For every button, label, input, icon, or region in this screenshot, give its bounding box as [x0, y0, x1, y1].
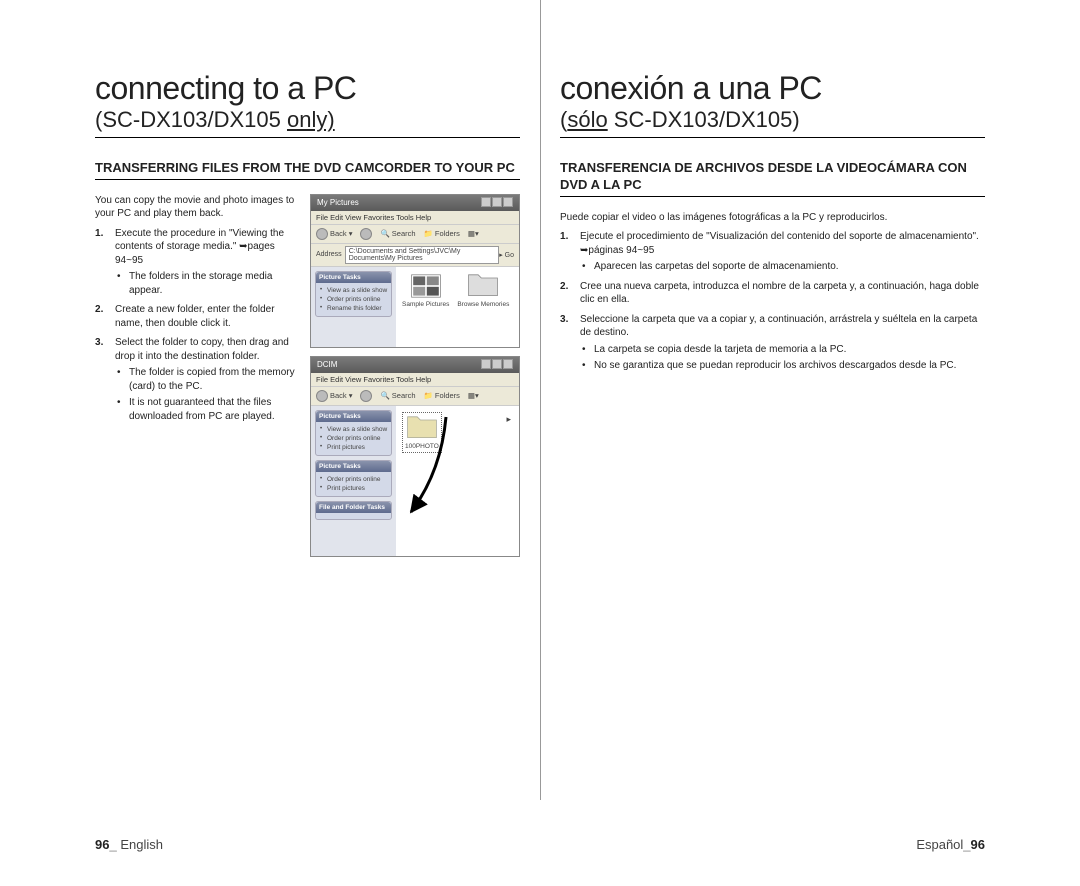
step-1: Execute the procedure in "Viewing the co…	[95, 227, 300, 298]
manual-page: connecting to a PC (SC-DX103/DX105 only)…	[0, 0, 1080, 886]
folder-sample-pictures: Sample Pictures	[402, 273, 449, 308]
step-2: Create a new folder, enter the folder na…	[95, 303, 300, 330]
picture-tasks-panel: Picture Tasks View as a slide show Order…	[315, 271, 392, 317]
back-icon	[316, 390, 328, 402]
picture-tasks-panel-2: Picture Tasks Order prints online Print …	[315, 460, 392, 497]
picture-tasks-panel-1: Picture Tasks View as a slide show Order…	[315, 410, 392, 456]
bullet: No se garantiza que se puedan reproducir…	[580, 359, 985, 373]
window-toolbar: Back ▾ 🔍 Search 📁 Folders ▦▾	[311, 387, 519, 406]
step-3: Seleccione la carpeta que va a copiar y,…	[560, 313, 985, 373]
step-1: Ejecute el procedimiento de "Visualizaci…	[560, 230, 985, 274]
footer-left: 96_ English	[95, 837, 163, 852]
window-title: DCIM	[317, 360, 337, 369]
title-block-left: connecting to a PC (SC-DX103/DX105 only)	[95, 70, 520, 138]
go-icon: ▸	[506, 414, 511, 425]
step-2: Cree una nueva carpeta, introduzca el no…	[560, 280, 985, 307]
footer-lang-right: Español	[916, 837, 963, 852]
bullet: The folders in the storage media appear.	[115, 270, 300, 297]
text-content-left: You can copy the movie and photo images …	[95, 194, 300, 557]
section-heading-left: TRANSFERRING FILES FROM THE DVD CAMCORDE…	[95, 160, 520, 180]
main-title-left: connecting to a PC	[95, 70, 520, 107]
window-buttons	[480, 359, 513, 371]
folder-icon	[405, 415, 439, 443]
intro-left: You can copy the movie and photo images …	[95, 194, 300, 221]
bullet: The folder is copied from the memory (ca…	[115, 366, 300, 393]
window-menu: File Edit View Favorites Tools Help	[311, 373, 519, 387]
title-block-right: conexión a una PC (sólo SC-DX103/DX105)	[560, 70, 985, 138]
side-panel: Picture Tasks View as a slide show Order…	[311, 267, 396, 347]
window-buttons	[480, 197, 513, 209]
text-content-right: Puede copiar el video o las imágenes fot…	[560, 211, 985, 373]
content-area: 100PHOTO ▸	[396, 406, 519, 556]
forward-icon	[360, 228, 372, 240]
window-titlebar: DCIM	[311, 357, 519, 373]
left-column: connecting to a PC (SC-DX103/DX105 only)…	[95, 70, 520, 856]
bullet: La carpeta se copia desde la tarjeta de …	[580, 343, 985, 357]
footer-right: Español_96	[916, 837, 985, 852]
window-menu: File Edit View Favorites Tools Help	[311, 211, 519, 225]
footer-lang-left: English	[117, 837, 163, 852]
steps-right: Ejecute el procedimiento de "Visualizaci…	[560, 230, 985, 373]
bullet: It is not guaranteed that the files down…	[115, 396, 300, 423]
window-dcim: DCIM File Edit View Favorites Tools Help…	[310, 356, 520, 557]
intro-right: Puede copiar el video o las imágenes fot…	[560, 211, 985, 225]
window-titlebar: My Pictures	[311, 195, 519, 211]
folder-icon	[402, 273, 449, 301]
right-column: conexión a una PC (sólo SC-DX103/DX105) …	[560, 70, 985, 856]
page-number-left: 96	[95, 837, 109, 852]
screenshot-panel: My Pictures File Edit View Favorites Too…	[310, 194, 520, 557]
folder-browse-memories: Browse Memories	[457, 273, 509, 308]
folder-icon	[457, 273, 509, 301]
back-icon	[316, 228, 328, 240]
content-area: Sample Pictures Browse Memories	[396, 267, 519, 347]
step-3: Select the folder to copy, then drag and…	[95, 336, 300, 423]
folder-100photo: 100PHOTO	[402, 412, 442, 453]
steps-left: Execute the procedure in "Viewing the co…	[95, 227, 300, 424]
bullet: Aparecen las carpetas del soporte de alm…	[580, 260, 985, 274]
address-bar: Address C:\Documents and Settings\JVC\My…	[311, 244, 519, 267]
page-number-right: 96	[971, 837, 985, 852]
subtitle-right: (sólo SC-DX103/DX105)	[560, 107, 800, 134]
side-panel: Picture Tasks View as a slide show Order…	[311, 406, 396, 556]
window-my-pictures: My Pictures File Edit View Favorites Too…	[310, 194, 520, 348]
subtitle-left: (SC-DX103/DX105 only)	[95, 107, 335, 134]
forward-icon	[360, 390, 372, 402]
window-title: My Pictures	[317, 198, 359, 207]
file-folder-tasks-panel: File and Folder Tasks	[315, 501, 392, 520]
window-toolbar: Back ▾ 🔍 Search 📁 Folders ▦▾	[311, 225, 519, 244]
center-divider	[540, 0, 541, 800]
section-heading-right: TRANSFERENCIA DE ARCHIVOS DESDE LA VIDEO…	[560, 160, 985, 197]
main-title-right: conexión a una PC	[560, 70, 985, 107]
